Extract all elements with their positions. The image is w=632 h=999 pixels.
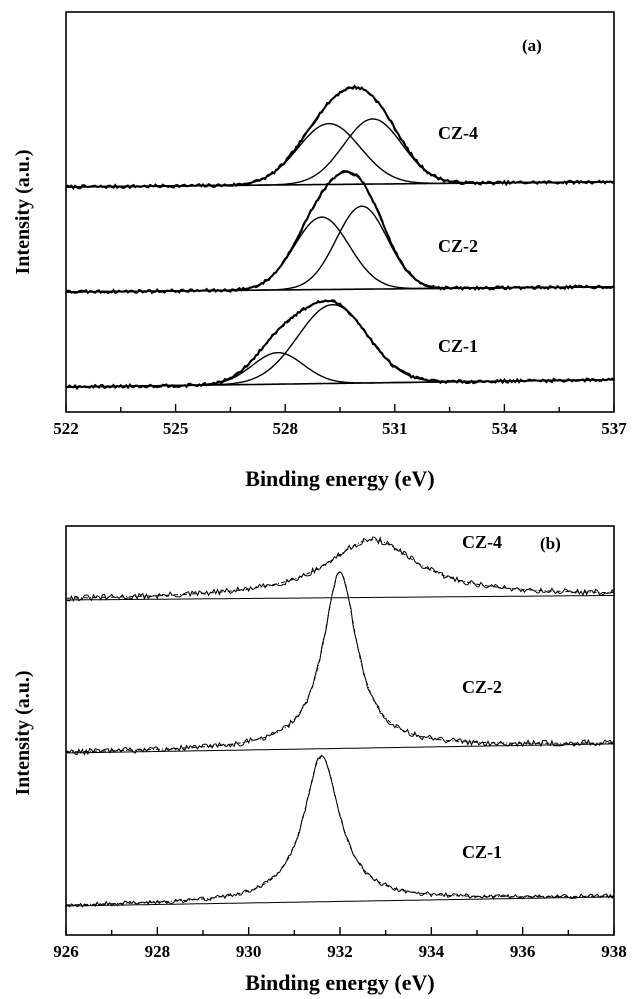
x-tick-label: 534 (492, 419, 518, 438)
raw-spectrum-line (65, 299, 615, 391)
raw-spectrum-line (65, 169, 615, 295)
panel-b-x-axis-label: Binding energy (eV) (245, 970, 434, 995)
panel-a-frame (65, 11, 615, 413)
panel-b-chart: 926 928 930 932 934 936 938 CZ-4 CZ-2 CZ-1 (b) B… (12, 525, 627, 995)
series-label: CZ-4 (462, 532, 502, 552)
series-cz-4: CZ-4 (65, 532, 615, 603)
series-label: CZ-2 (462, 677, 502, 697)
series-label: CZ-1 (462, 842, 502, 862)
series-cz-1: CZ-1 (65, 299, 615, 391)
series-label: CZ-4 (438, 123, 478, 143)
component-peak-line (66, 205, 614, 293)
x-tick-label: 522 (53, 419, 79, 438)
component-peak-line (66, 216, 614, 293)
x-tick-label: 537 (601, 419, 627, 438)
panel-b-series: CZ-4 CZ-2 CZ-1 (65, 532, 615, 908)
baseline-line (66, 594, 615, 601)
x-tick-label: 928 (145, 942, 171, 961)
fit-envelope-line (66, 571, 614, 753)
panel-a-y-axis-label: Intensity (a.u.) (12, 149, 34, 274)
x-tick-label: 936 (510, 942, 536, 961)
component-peak-line (66, 122, 614, 188)
x-tick-label: 531 (382, 419, 408, 438)
x-tick-label: 938 (601, 942, 627, 961)
x-tick-label: 528 (272, 419, 298, 438)
panel-b-label: (b) (540, 534, 561, 553)
panel-a-chart: 522 525 528 531 534 537 CZ-4 CZ-2 CZ-1 (a) Bind… (12, 11, 627, 491)
fit-envelope-line (66, 755, 614, 906)
series-cz-2: CZ-2 (65, 169, 615, 295)
raw-spectrum-line (65, 536, 615, 603)
component-peak-line (66, 118, 615, 188)
panel-a-series: CZ-4 CZ-2 CZ-1 (65, 84, 615, 391)
x-tick-label: 525 (163, 419, 189, 438)
fit-envelope-line (66, 86, 615, 188)
panel-a-label: (a) (522, 36, 542, 55)
raw-spectrum-line (65, 754, 615, 908)
raw-spectrum-line (65, 84, 615, 191)
series-label: CZ-1 (438, 336, 478, 356)
series-label: CZ-2 (438, 236, 478, 256)
fit-envelope-line (66, 299, 615, 388)
panel-a-x-axis-label: Binding energy (eV) (245, 466, 434, 491)
x-tick-label: 934 (419, 942, 445, 961)
series-cz-4: CZ-4 (65, 84, 615, 191)
panel-b-y-axis-label: Intensity (a.u.) (12, 670, 34, 795)
panel-b-frame (65, 525, 615, 936)
component-peak-line (66, 352, 615, 388)
component-peak-line (66, 303, 615, 388)
raw-spectrum-line (65, 571, 615, 756)
x-tick-label: 926 (53, 942, 79, 961)
x-tick-label: 932 (327, 942, 353, 961)
series-cz-1: CZ-1 (65, 754, 615, 908)
panel-b-x-ticks: 926 928 930 932 934 936 938 (53, 927, 627, 961)
panel-a-x-ticks: 522 525 528 531 534 537 (53, 404, 627, 438)
x-tick-label: 930 (236, 942, 262, 961)
series-cz-2: CZ-2 (65, 571, 615, 756)
